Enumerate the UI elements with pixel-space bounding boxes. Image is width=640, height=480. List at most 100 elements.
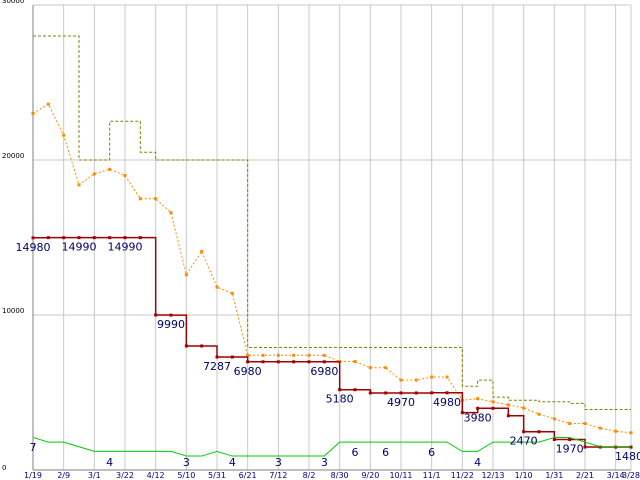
data-point-solid-darkred [353,388,357,392]
data-label-price: 1480 [615,450,640,463]
data-point-dotted-orange [522,406,526,410]
x-tick-label: 8/30 [331,471,349,480]
x-tick-label: 11/1 [423,471,441,480]
data-point-solid-darkred [322,360,326,364]
data-point-solid-darkred [552,437,556,441]
data-point-solid-darkred [31,236,35,240]
data-point-solid-darkred [445,391,449,395]
x-tick-label: 8/2 [303,471,316,480]
x-tick-label: 10/11 [389,471,412,480]
data-point-solid-darkred [430,391,434,395]
data-point-dotted-orange [200,249,204,253]
x-tick-label: 3/22 [116,471,134,480]
data-point-dotted-orange [476,397,480,401]
data-point-dotted-orange [108,167,112,171]
data-point-dotted-orange [292,353,296,357]
x-tick-label: 1/31 [545,471,563,480]
data-point-dotted-orange [583,422,587,425]
series-line-dashed-olive [33,35,631,411]
x-tick-label: 11/22 [451,471,474,480]
data-label-count: 6 [382,446,389,459]
data-point-dotted-orange [77,183,81,187]
y-tick-label: 20000 [2,152,24,160]
data-point-dotted-orange [552,417,556,421]
data-point-dotted-orange [276,353,280,357]
data-label-price: 1970 [556,442,584,455]
data-label-price: 6980 [310,365,338,378]
data-point-solid-darkred [246,360,250,364]
data-label-price: 5180 [326,393,354,406]
data-point-solid-darkred [414,391,418,395]
data-point-dotted-orange [31,112,35,115]
data-point-dotted-orange [46,102,50,106]
data-point-solid-darkred [77,236,81,240]
data-point-dotted-orange [430,375,434,379]
data-point-solid-darkred [292,360,296,364]
x-tick-label: 7/12 [269,471,287,480]
x-tick-label: 1/19 [24,471,42,480]
data-point-solid-darkred [215,355,219,359]
data-point-solid-darkred [108,236,112,240]
series-line-solid-green [32,436,631,457]
data-label-count: 4 [106,456,113,469]
data-point-solid-darkred [537,430,541,434]
x-tick-label: 2/21 [576,471,594,480]
data-point-solid-darkred [230,355,234,359]
data-point-dotted-orange [154,197,158,201]
data-point-solid-darkred [92,236,96,240]
data-point-solid-darkred [46,236,50,240]
data-point-dotted-orange [184,273,188,277]
y-tick-label: 0 [2,464,6,472]
data-label-count: 4 [229,456,236,469]
data-point-dotted-orange [307,353,311,357]
data-point-dotted-orange [62,133,66,137]
data-point-dotted-orange [230,291,234,295]
data-point-dotted-orange [368,366,372,370]
data-point-solid-darkred [200,344,204,348]
data-label-count: 6 [428,446,435,459]
data-point-dotted-orange [506,403,510,407]
x-tick-label: 9/20 [361,471,379,480]
y-tick-label: 30000 [2,0,24,5]
data-label-price: 14980 [16,241,51,254]
data-point-dotted-orange [261,353,265,357]
data-point-solid-darkred [154,313,158,317]
data-point-dotted-orange [169,211,173,215]
data-label-price: 7287 [203,360,231,373]
y-tick-label: 10000 [2,307,24,315]
data-point-solid-darkred [491,406,495,410]
x-tick-label: 12/13 [481,471,504,480]
data-point-solid-darkred [184,344,188,348]
data-label-count: 4 [474,456,481,469]
data-point-solid-darkred [169,313,173,317]
data-label-price: 4970 [387,396,415,409]
series-line-dotted-orange [32,103,632,434]
x-tick-label: 6/21 [239,471,257,480]
x-tick-label: 5/31 [208,471,226,480]
data-point-dotted-orange [399,378,403,382]
data-point-solid-darkred [138,236,142,240]
data-label-price: 3980 [464,411,492,424]
data-label-count: 3 [183,456,190,469]
data-point-dotted-orange [215,285,219,289]
data-point-dotted-orange [598,426,602,430]
data-point-solid-darkred [368,391,372,395]
data-point-dotted-orange [123,174,127,177]
series-layer [31,35,633,457]
data-point-solid-darkred [123,236,127,240]
data-point-dotted-orange [92,172,96,176]
data-label-price: 6980 [234,365,262,378]
x-tick-label: 3/28 [622,471,640,480]
data-point-solid-darkred [460,411,464,415]
data-point-dotted-orange [246,353,250,357]
data-point-solid-darkred [261,360,265,364]
data-point-solid-darkred [506,414,510,418]
data-point-solid-darkred [568,437,572,441]
data-point-solid-darkred [476,406,480,410]
x-tick-label: 5/10 [177,471,195,480]
data-label-count: 6 [352,446,359,459]
data-point-dotted-orange [491,400,495,404]
